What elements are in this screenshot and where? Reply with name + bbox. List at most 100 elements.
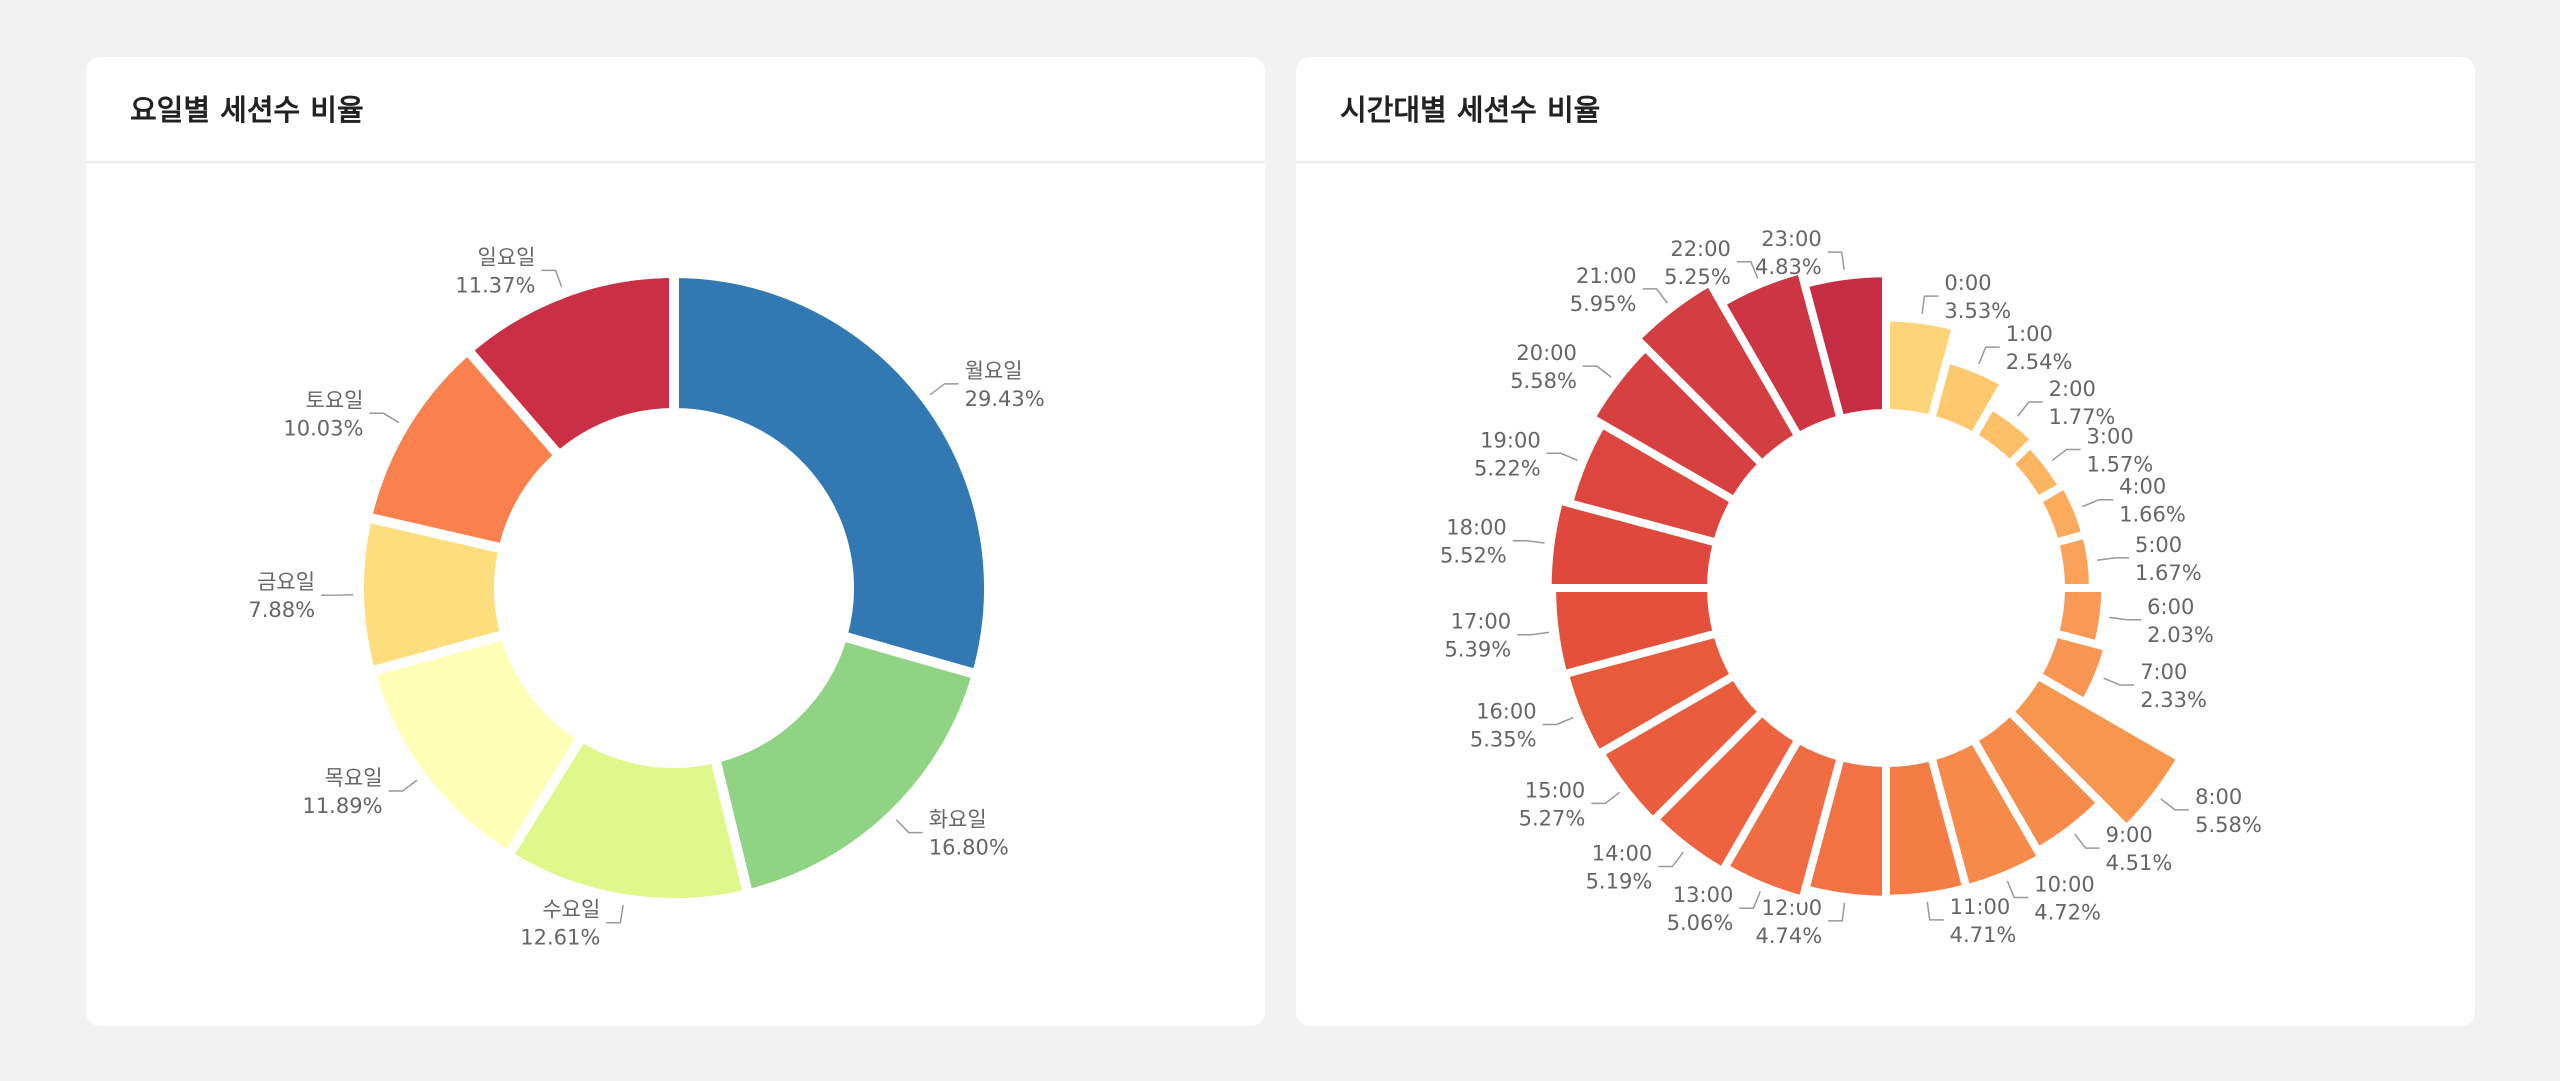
leader-line (369, 412, 400, 424)
value-label: 5.22% (1474, 456, 1541, 480)
leader-line (541, 269, 563, 288)
category-label: 2:00 (2049, 377, 2096, 401)
value-label: 3.53% (1944, 299, 2011, 323)
donut-slice (669, 268, 994, 680)
leader-line (2103, 677, 2135, 686)
leader-line (2051, 448, 2081, 462)
category-label: 9:00 (2106, 823, 2153, 847)
value-label: 5.95% (1570, 292, 1637, 316)
card-title: 시간대별 세션수 비율 (1296, 57, 2475, 163)
category-label: 16:00 (1476, 699, 1537, 723)
category-label: 22:00 (1670, 237, 1731, 261)
chart: 월요일 29.43% 화요일 16.80% 수요일 12.61% 목요일 11.89% 금요일 7… (248, 245, 1044, 950)
leader-line (1517, 631, 1550, 636)
value-label: 11.37% (455, 273, 535, 297)
leader-line (1736, 261, 1759, 279)
value-label: 16.80% (929, 836, 1009, 860)
value-label: 5.52% (1440, 544, 1507, 568)
chart: 0:00 3.53%1:00 2.54% 2:00 1.77%3:00 1.57%4:00… (1440, 227, 2262, 948)
value-label: 4.51% (2106, 851, 2173, 875)
leader-line (1582, 365, 1612, 378)
donut-slice (710, 631, 982, 900)
category-label: 토요일 (306, 388, 364, 412)
leader-line (2097, 557, 2130, 561)
leader-line (2160, 798, 2190, 811)
leader-line (1828, 902, 1846, 922)
value-label: 1.66% (2119, 503, 2186, 527)
value-label: 12.61% (520, 926, 600, 950)
category-label: 4:00 (2119, 475, 2166, 499)
card: 시간대별 세션수 비율 0:00 3.53% 1:00 2.54% 2:00 1.77% 3… (1296, 57, 2475, 1026)
value-label: 5.25% (1664, 265, 1731, 289)
value-label: 2.33% (2140, 688, 2207, 712)
category-label: 화요일 (929, 808, 987, 832)
leader-line (929, 383, 959, 396)
leader-line (2074, 833, 2100, 849)
category-label: 일요일 (478, 245, 536, 269)
category-label: 23:00 (1761, 227, 1822, 251)
category-label: 5:00 (2135, 533, 2182, 557)
leader-line (1921, 295, 1939, 315)
category-label: 목요일 (325, 766, 383, 790)
value-label: 2.03% (2147, 623, 2214, 647)
category-label: 10:00 (2034, 873, 2095, 897)
card-title: 요일별 세션수 비율 (86, 57, 1265, 163)
category-label: 3:00 (2087, 424, 2134, 448)
value-label: 4.83% (1755, 255, 1822, 279)
category-label: 21:00 (1576, 264, 1637, 288)
category-label: 14:00 (1592, 842, 1653, 866)
leader-line (1658, 851, 1684, 868)
category-label: 8:00 (2195, 785, 2242, 809)
leader-line (1978, 346, 2000, 365)
rose-segment (2051, 530, 2097, 592)
leader-line (1546, 452, 1578, 461)
category-label: 20:00 (1516, 341, 1577, 365)
value-label: 5.19% (1586, 870, 1653, 894)
category-label: 수요일 (542, 898, 600, 922)
value-label: 4.74% (1755, 924, 1822, 948)
value-label: 5.58% (2195, 813, 2262, 837)
leader-line (2082, 498, 2114, 508)
category-label: 18:00 (1446, 516, 1507, 540)
value-label: 5.35% (1470, 727, 1537, 751)
leader-line (1827, 251, 1845, 271)
leader-line (1739, 891, 1761, 909)
leader-line (388, 779, 418, 792)
category-label: 19:00 (1480, 428, 1541, 452)
category-label: 금요일 (257, 570, 315, 594)
category-label: 17:00 (1451, 610, 1512, 634)
leader-line (1542, 716, 1574, 726)
value-label: 2.54% (2006, 350, 2073, 374)
value-label: 5.06% (1667, 911, 1734, 935)
value-label: 4.72% (2034, 901, 2101, 925)
value-label: 11.89% (302, 794, 382, 818)
value-label: 4.71% (1950, 923, 2017, 947)
category-label: 월요일 (965, 359, 1023, 383)
value-label: 1.57% (2087, 452, 2154, 476)
leader-line (606, 904, 624, 924)
value-label: 5.27% (1519, 806, 1586, 830)
leader-line (895, 819, 923, 834)
value-label: 5.58% (1510, 369, 1577, 393)
card: 요일별 세션수 비율 월요일 29.43% 화요일 16.80% 수요일 12.61% 목요… (86, 57, 1265, 1026)
value-label: 5.39% (1444, 638, 1511, 662)
leader-line (1591, 791, 1621, 805)
category-label: 15:00 (1525, 778, 1586, 802)
value-label: 7.88% (248, 598, 315, 622)
leader-line (2006, 880, 2029, 899)
leader-line (2109, 616, 2142, 621)
value-label: 10.03% (283, 416, 363, 440)
category-label: 11:00 (1950, 895, 2011, 919)
value-label: 1.67% (2135, 561, 2202, 585)
leader-line (1926, 901, 1944, 921)
category-label: 6:00 (2147, 595, 2194, 619)
leader-line (1642, 288, 1669, 304)
donut-slice (462, 268, 679, 461)
rose-segment (1800, 269, 1890, 423)
value-label: 1.77% (2049, 405, 2116, 429)
category-label: 0:00 (1944, 271, 1991, 295)
category-label: 13:00 (1673, 883, 1734, 907)
leader-line (1512, 539, 1545, 544)
leader-line (2017, 401, 2043, 417)
